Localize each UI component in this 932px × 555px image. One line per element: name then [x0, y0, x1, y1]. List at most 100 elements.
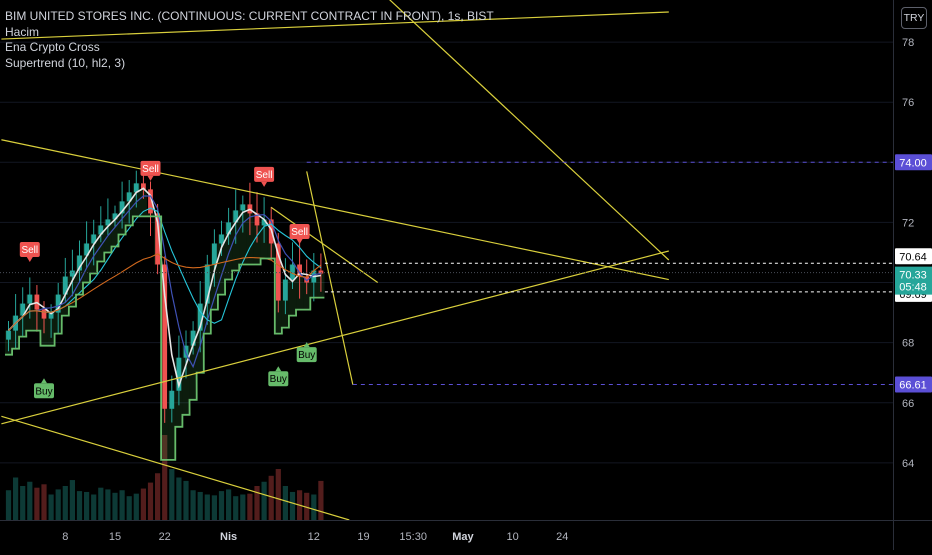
candle[interactable]	[20, 303, 26, 316]
supertrend-line	[5, 215, 325, 461]
legend-indicator[interactable]: Hacim	[5, 24, 40, 39]
time-tick-label: 8	[62, 531, 68, 543]
signal-badge	[34, 383, 54, 399]
price-label-white-upper-bg	[895, 248, 932, 265]
candle[interactable]	[70, 270, 75, 277]
trendline[interactable]	[371, 0, 670, 261]
candle[interactable]	[190, 330, 196, 346]
price-tick-label: 68	[902, 338, 914, 350]
sell-signal[interactable]: Sell	[140, 160, 161, 181]
buy-signal[interactable]: Buy	[34, 378, 54, 399]
signal-label: Sell	[291, 227, 308, 238]
supertrend-fill	[182, 345, 190, 415]
time-tick-label: 15	[109, 531, 121, 543]
countdown-label: 05:48	[899, 282, 927, 294]
candle[interactable]	[290, 264, 295, 280]
volume-bar	[261, 481, 267, 520]
signal-label: Buy	[35, 386, 52, 397]
buy-signal[interactable]: Buy	[268, 366, 289, 387]
candle[interactable]	[133, 183, 139, 193]
signal-badge	[140, 160, 161, 176]
legend-title[interactable]: BIM UNITED STORES INC. (CONTINUOUS: CURR…	[5, 9, 494, 23]
candle[interactable]	[148, 189, 153, 214]
candle[interactable]	[77, 255, 82, 271]
candle[interactable]	[84, 243, 89, 256]
candle[interactable]	[240, 204, 246, 211]
candle[interactable]	[204, 264, 210, 304]
candle[interactable]	[48, 312, 54, 319]
supertrend-line	[5, 215, 325, 461]
candle[interactable]	[98, 225, 104, 235]
signal-pointer	[275, 366, 282, 372]
price-label-lower[interactable]: 66.61	[899, 379, 927, 391]
price-label-upper[interactable]: 74.00	[899, 157, 927, 169]
candle[interactable]	[112, 213, 118, 220]
volume-bar	[91, 494, 97, 520]
candle[interactable]	[261, 219, 267, 226]
trendline[interactable]	[1, 11, 669, 40]
candle[interactable]	[119, 201, 125, 214]
supertrend-fill	[288, 264, 297, 316]
candle[interactable]	[6, 330, 11, 340]
candle[interactable]	[105, 219, 111, 226]
sell-signal[interactable]: Sell	[254, 166, 275, 187]
candle[interactable]	[318, 270, 324, 274]
signal-pointer	[41, 378, 47, 384]
supertrend-fill	[161, 408, 169, 460]
candle[interactable]	[162, 264, 168, 409]
buy-signal[interactable]: Buy	[296, 342, 317, 363]
candle[interactable]	[62, 276, 68, 295]
price-label-white-upper[interactable]: 70.64	[899, 251, 927, 263]
supertrend-fill	[303, 282, 311, 310]
candle[interactable]	[254, 213, 260, 226]
candle[interactable]	[233, 210, 239, 223]
candle[interactable]	[27, 294, 33, 304]
volume-bar	[190, 490, 196, 520]
candle[interactable]	[176, 357, 182, 391]
volume-bar	[13, 477, 19, 520]
candle[interactable]	[91, 234, 97, 244]
volume-bar	[84, 491, 90, 520]
volume-bar	[62, 486, 68, 520]
candle[interactable]	[212, 243, 217, 265]
candle[interactable]	[169, 390, 175, 409]
legend-indicator[interactable]: Supertrend (10, hl2, 3)	[5, 55, 126, 70]
volume-bar	[34, 487, 40, 520]
candle[interactable]	[297, 264, 302, 277]
volume-bar	[226, 489, 232, 520]
candle[interactable]	[226, 222, 231, 235]
trendline[interactable]	[270, 206, 379, 284]
candle[interactable]	[155, 213, 160, 265]
price-label-lower-bg	[895, 376, 932, 393]
volume-bar	[282, 486, 288, 520]
candle[interactable]	[219, 234, 224, 244]
trendline[interactable]	[1, 250, 669, 425]
volume-bar	[247, 493, 253, 520]
candle[interactable]	[41, 309, 47, 319]
candle[interactable]	[275, 243, 281, 301]
volume-bar	[5, 490, 12, 520]
signal-badge	[268, 371, 289, 387]
sell-signal[interactable]: Sell	[19, 241, 40, 262]
sell-signal[interactable]: Sell	[289, 223, 310, 244]
trendline[interactable]	[1, 139, 669, 281]
supertrend-fill	[253, 225, 261, 265]
trendline[interactable]	[306, 171, 354, 385]
moving-average-line	[7, 187, 322, 389]
candle[interactable]	[141, 183, 146, 190]
trendline[interactable]	[1, 415, 350, 520]
current-price-label[interactable]: 70.33	[899, 270, 927, 282]
candle[interactable]	[197, 303, 203, 331]
legend: BIM UNITED STORES INC. (CONTINUOUS: CURR…	[5, 9, 494, 71]
currency-badge[interactable]: TRY	[901, 7, 927, 29]
candle[interactable]	[55, 294, 61, 313]
candle[interactable]	[283, 279, 288, 301]
legend-indicator[interactable]: Ena Crypto Cross	[5, 40, 100, 54]
candle[interactable]	[126, 192, 132, 202]
candle[interactable]	[304, 276, 310, 283]
supertrend-fill	[274, 300, 282, 334]
volume-bar	[69, 480, 75, 520]
volume-bar	[254, 486, 260, 520]
